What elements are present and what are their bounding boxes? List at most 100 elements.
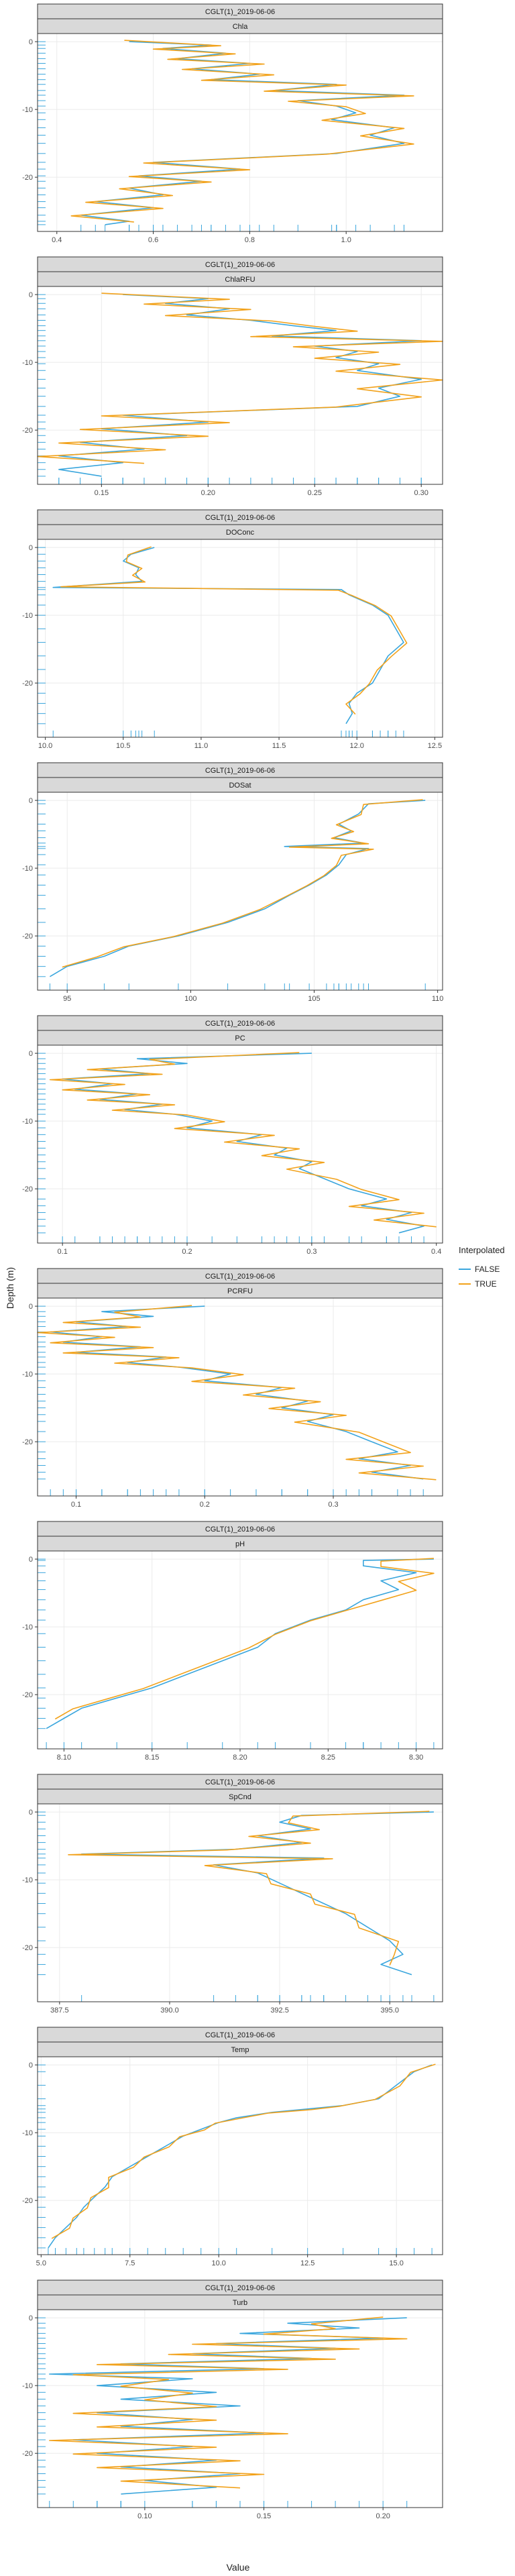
x-tick-label: 0.10 [137, 2512, 152, 2520]
strip-station-label: CGLT(1)_2019-06-06 [205, 1525, 275, 1534]
y-tick-label: -10 [22, 612, 33, 620]
y-tick-label: 0 [29, 544, 33, 552]
strip-variable-label: PCRFU [227, 1287, 253, 1295]
plot-border [37, 1044, 443, 1244]
facet-panel-doconc: CGLT(1)_2019-06-06 DOConc 10.0 10.5 11.0 11.5… [22, 509, 443, 750]
x-tick-label: 0.2 [200, 1501, 210, 1509]
y-tick-label: -20 [22, 1438, 33, 1446]
series-line-false [80, 1811, 434, 1976]
x-tick-label: 0.6 [148, 236, 158, 244]
y-tick-label: -20 [22, 2197, 33, 2205]
facet-panel-pc: CGLT(1)_2019-06-06 PC 0.1 0.2 0.3 0.4 0 -10 -20 [22, 1015, 443, 1256]
x-tick-label: 10.5 [116, 742, 130, 750]
plot-area [37, 286, 443, 485]
y-tick-label: -10 [22, 1876, 33, 1884]
facet-panel-turb: CGLT(1)_2019-06-06 Turb 0.10 0.15 0.20 0 -10 -2… [22, 2279, 443, 2520]
strip-station-label: CGLT(1)_2019-06-06 [205, 1778, 275, 1786]
x-tick-label: 5.0 [36, 2259, 46, 2267]
series-line-false [50, 1305, 424, 1480]
x-tick-label: 0.1 [71, 1501, 81, 1509]
strip-variable-label: SpCnd [229, 1793, 251, 1801]
x-tick-label: 0.4 [431, 1248, 441, 1256]
series-line-true [54, 1558, 435, 1720]
facet-panel-ph: CGLT(1)_2019-06-06 pH 8.10 8.15 8.20 8.25 8.30… [22, 1521, 443, 1762]
x-tick-label: 12.5 [428, 742, 442, 750]
y-tick-label: 0 [29, 1050, 33, 1058]
strip-station-label: CGLT(1)_2019-06-06 [205, 1020, 275, 1028]
plot-border [37, 1297, 443, 1497]
legend: Interpolated FALSE TRUE [459, 1245, 505, 1289]
strip-variable-label: Turb [233, 2299, 247, 2307]
series-line-false [46, 1558, 434, 1729]
y-tick-label: 0 [29, 2061, 33, 2070]
strip-station-label: CGLT(1)_2019-06-06 [205, 261, 275, 269]
facet-panels: CGLT(1)_2019-06-06 Chla 0.4 0.6 0.8 1.0 0 -10 -2… [22, 3, 443, 2520]
facet-panel-spcnd: CGLT(1)_2019-06-06 SpCnd 387.5 390.0 392.5 39… [22, 1774, 443, 2015]
legend-label-true: TRUE [475, 1279, 497, 1289]
y-tick-label: -20 [22, 680, 33, 688]
strip-variable-label: Temp [231, 2046, 249, 2054]
x-tick-label: 7.5 [125, 2259, 135, 2267]
x-tick-label: 0.15 [257, 2512, 271, 2520]
facet-panel-dosat: CGLT(1)_2019-06-06 DOSat 95 100 105 110 0 -10 -2… [22, 762, 443, 1003]
y-tick-label: -20 [22, 932, 33, 941]
y-tick-label: -10 [22, 2382, 33, 2390]
x-tick-label: 95 [63, 995, 71, 1003]
legend-label-false: FALSE [475, 1265, 500, 1274]
y-axis-title: Depth (m) [5, 1267, 15, 1309]
x-tick-label: 12.0 [350, 742, 364, 750]
y-tick-label: -10 [22, 1118, 33, 1126]
x-tick-label: 100 [184, 995, 196, 1003]
x-tick-label: 0.1 [58, 1248, 68, 1256]
x-tick-label: 395.0 [380, 2006, 399, 2015]
strip-station-label: CGLT(1)_2019-06-06 [205, 8, 275, 16]
x-tick-label: 0.20 [376, 2512, 390, 2520]
y-tick-label: 0 [29, 1303, 33, 1311]
strip-variable-label: PC [235, 1034, 245, 1042]
x-tick-label: 8.30 [409, 1754, 423, 1762]
x-tick-label: 105 [308, 995, 320, 1003]
x-tick-label: 0.3 [306, 1248, 317, 1256]
strip-variable-label: DOSat [229, 782, 251, 790]
x-tick-label: 1.0 [341, 236, 351, 244]
series-line-true [68, 1811, 430, 1966]
strip-variable-label: DOConc [226, 529, 255, 537]
series-line-true [62, 799, 423, 968]
x-tick-label: 0.20 [201, 489, 215, 497]
x-tick-label: 8.10 [57, 1754, 71, 1762]
plot-area [37, 1803, 443, 2002]
x-tick-label: 0.30 [414, 489, 428, 497]
x-tick-label: 390.0 [160, 2006, 179, 2015]
x-tick-label: 8.25 [321, 1754, 335, 1762]
y-tick-label: -20 [22, 174, 33, 182]
strip-variable-label: ChlaRFU [225, 276, 255, 284]
strip-station-label: CGLT(1)_2019-06-06 [205, 2031, 275, 2039]
plot-area [37, 1297, 443, 1497]
plot-area [37, 33, 443, 232]
x-tick-label: 12.5 [300, 2259, 314, 2267]
strip-station-label: CGLT(1)_2019-06-06 [205, 767, 275, 775]
x-axis-title: Value [227, 2562, 250, 2573]
y-tick-label: 0 [29, 291, 33, 299]
y-tick-label: -20 [22, 427, 33, 435]
x-tick-label: 15.0 [389, 2259, 403, 2267]
strip-station-label: CGLT(1)_2019-06-06 [205, 2284, 275, 2292]
x-tick-label: 0.3 [328, 1501, 338, 1509]
y-tick-label: -10 [22, 1623, 33, 1631]
facet-panel-chlarfu: CGLT(1)_2019-06-06 ChlaRFU 0.15 0.20 0.25 0.3… [22, 256, 443, 497]
series-line-true [49, 2316, 408, 2489]
legend-title: Interpolated [459, 1245, 505, 1255]
x-tick-label: 0.25 [308, 489, 322, 497]
x-tick-label: 0.4 [52, 236, 62, 244]
series-line-true [60, 546, 408, 715]
y-tick-label: -10 [22, 106, 33, 114]
y-tick-label: -10 [22, 865, 33, 873]
plot-border [37, 286, 443, 485]
x-tick-label: 8.15 [145, 1754, 159, 1762]
facet-panel-chla: CGLT(1)_2019-06-06 Chla 0.4 0.6 0.8 1.0 0 -10 -2… [22, 3, 443, 244]
x-tick-label: 387.5 [50, 2006, 69, 2015]
plot-border [37, 2056, 443, 2255]
plot-border [37, 2309, 443, 2508]
x-tick-label: 11.5 [272, 742, 286, 750]
